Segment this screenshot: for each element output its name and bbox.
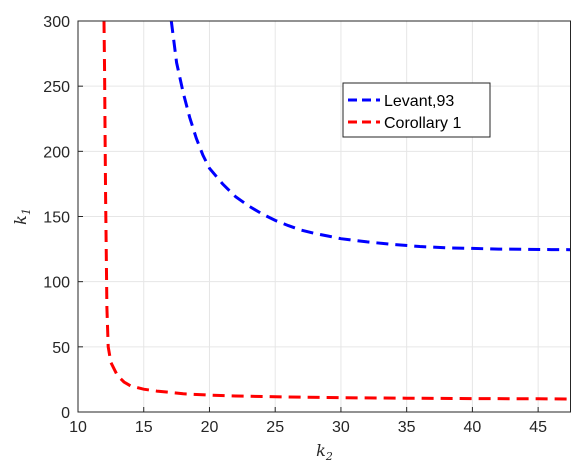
y-tick-label: 200 bbox=[43, 144, 70, 161]
y-tick-label: 0 bbox=[61, 405, 70, 422]
grid bbox=[77, 20, 571, 413]
x-tick-label: 40 bbox=[464, 419, 482, 436]
x-tick-label: 45 bbox=[529, 419, 547, 436]
x-tick-label: 10 bbox=[69, 419, 87, 436]
y-tick-label: 250 bbox=[43, 79, 70, 96]
series-line-levant bbox=[169, 20, 571, 252]
y-ticks: 0 50 100 150 200 250 300 bbox=[43, 14, 83, 422]
x-tick-label: 30 bbox=[332, 419, 350, 436]
y-tick-label: 50 bbox=[52, 340, 70, 357]
y-tick-label: 300 bbox=[43, 14, 70, 31]
legend-label-corollary: Corollary 1 bbox=[384, 115, 461, 132]
x-axis-label: k2 bbox=[316, 441, 333, 463]
x-tick-label: 35 bbox=[398, 419, 416, 436]
x-tick-label: 20 bbox=[201, 419, 219, 436]
legend-label-levant: Levant,93 bbox=[384, 93, 454, 110]
series-line-corollary bbox=[102, 20, 571, 401]
x-tick-label: 15 bbox=[135, 419, 153, 436]
x-ticks: 10 15 20 25 30 35 40 45 bbox=[69, 407, 547, 436]
x-tick-label: 25 bbox=[266, 419, 284, 436]
legend: Levant,93 Corollary 1 bbox=[342, 82, 491, 138]
legend-box bbox=[342, 82, 491, 138]
y-tick-label: 150 bbox=[43, 210, 70, 227]
y-tick-label: 100 bbox=[43, 275, 70, 292]
y-axis-label: k1 bbox=[11, 208, 33, 225]
plot-series bbox=[102, 20, 571, 401]
